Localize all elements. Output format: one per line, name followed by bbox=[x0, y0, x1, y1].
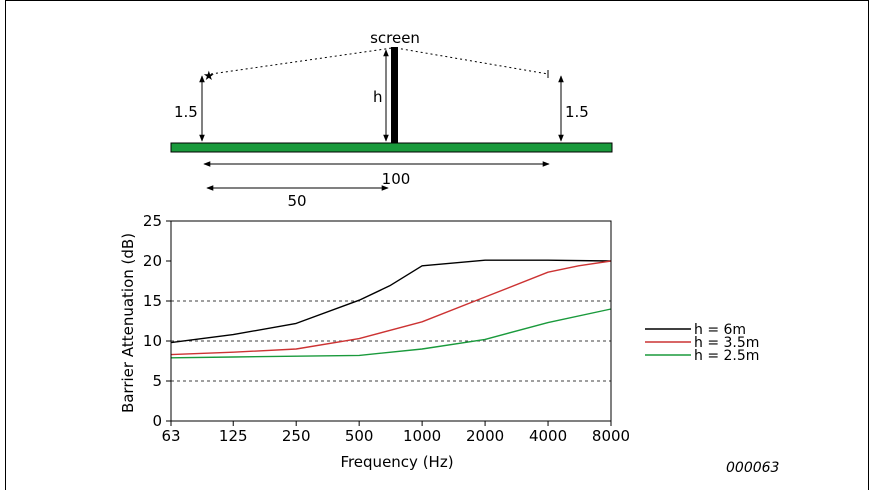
receiver-height-label: 1.5 bbox=[565, 103, 589, 121]
screen-distance-label: 50 bbox=[287, 192, 306, 210]
legend-label: h = 6m bbox=[694, 322, 746, 338]
y-tick-label: 15 bbox=[143, 292, 162, 310]
x-tick-label: 250 bbox=[282, 427, 311, 445]
series-lines bbox=[170, 259, 612, 359]
legend-label: h = 2.5m bbox=[694, 348, 759, 364]
y-axis-label: Barrier Attenuation (dB) bbox=[119, 233, 137, 413]
series-line-2 bbox=[170, 260, 612, 356]
x-tick-label: 4000 bbox=[529, 427, 567, 445]
legend: h = 6mh = 3.5mh = 2.5m bbox=[645, 322, 759, 364]
x-tick-label: 8000 bbox=[592, 427, 630, 445]
y-axis-ticks: 0 5 10 15 20 25 bbox=[143, 212, 171, 430]
sight-line-left bbox=[210, 47, 393, 75]
y-tick-label: 10 bbox=[143, 332, 162, 350]
attenuation-chart: 0 5 10 15 20 25 63 125 250 500 1000 2000 4000 8000 F… bbox=[119, 212, 759, 471]
barrier-diagram: ★ screen h 1.5 1.5 100 50 bbox=[170, 29, 613, 210]
x-axis-label: Frequency (Hz) bbox=[340, 453, 453, 471]
screen-label: screen bbox=[370, 29, 420, 47]
series-line-1 bbox=[170, 259, 612, 344]
plot-frame bbox=[170, 220, 612, 422]
total-distance-label: 100 bbox=[382, 170, 411, 188]
x-tick-label: 2000 bbox=[466, 427, 504, 445]
y-tick-label: 20 bbox=[143, 252, 162, 270]
h-label: h bbox=[373, 88, 383, 106]
x-tick-label: 63 bbox=[161, 427, 180, 445]
legend-label: h = 3.5m bbox=[694, 335, 759, 351]
x-tick-label: 1000 bbox=[403, 427, 441, 445]
ground-strip bbox=[170, 142, 613, 153]
sight-line-right bbox=[395, 47, 549, 75]
figure-id: 000063 bbox=[726, 460, 779, 476]
source-star-icon: ★ bbox=[203, 69, 215, 84]
y-tick-label: 0 bbox=[152, 412, 162, 430]
y-tick-label: 25 bbox=[143, 212, 162, 230]
series-line-3 bbox=[170, 308, 612, 359]
x-tick-label: 125 bbox=[219, 427, 248, 445]
y-tick-label: 5 bbox=[152, 372, 162, 390]
x-tick-label: 500 bbox=[345, 427, 374, 445]
screen-barrier bbox=[391, 47, 398, 143]
grid-lines bbox=[171, 300, 611, 382]
source-height-label: 1.5 bbox=[174, 103, 198, 121]
x-axis-ticks: 63 125 250 500 1000 2000 4000 8000 bbox=[161, 421, 630, 445]
